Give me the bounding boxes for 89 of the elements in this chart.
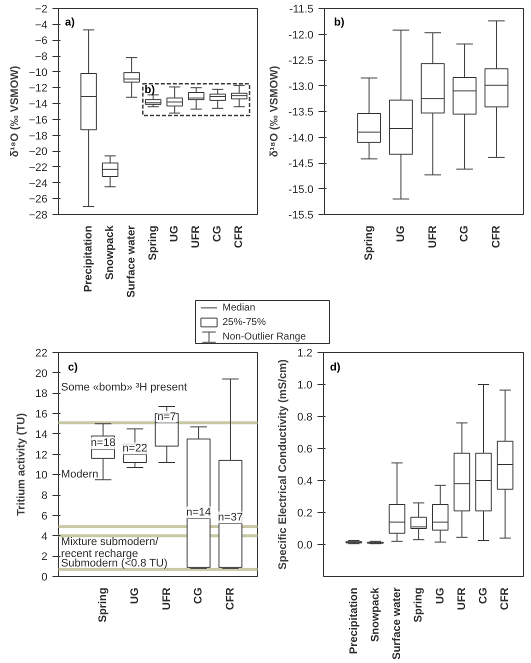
y-tick-label: 0.6 [297, 444, 313, 456]
annotation: Modern [61, 468, 98, 481]
y-tick-label: -13.0 [288, 80, 314, 93]
annotation: n=22 [122, 442, 148, 454]
y-tick-label: −22 [28, 162, 48, 174]
y-tick-label: 20 [35, 368, 48, 380]
x-tick-label: UG [394, 226, 407, 242]
text: 25%-75% [222, 317, 266, 328]
x-tick-label: Snowpack [369, 586, 382, 642]
y-axis-title: δ¹⁸O (‰ VSMOW) [8, 66, 21, 158]
y-tick-label: −10 [28, 66, 48, 79]
y-tick-label: −4 [34, 19, 48, 32]
x-tick-label: Spring [147, 225, 160, 260]
x-tick-label: CG [478, 588, 490, 604]
x-tick-label: Surface water [391, 586, 404, 660]
text: c) [68, 361, 78, 374]
y-tick-label: 22 [35, 348, 48, 360]
y-tick-label: −20 [28, 146, 48, 158]
x-tick-label: UFR [426, 225, 439, 248]
x-tick-label: Precipitation [82, 225, 95, 292]
x-tick-label: UFR [190, 225, 202, 248]
y-tick-label: −24 [28, 178, 48, 190]
y-tick-label: −6 [34, 35, 48, 48]
x-tick-label: CFR [499, 587, 512, 610]
annotation: Mixture submodern/ recent recharge [61, 536, 160, 560]
annotation: Some «bomb» ³H present [61, 382, 187, 394]
y-tick-label: 16 [35, 408, 48, 421]
x-tick-label: CG [192, 588, 205, 604]
text: d) [330, 361, 341, 374]
y-tick-label: 10 [35, 470, 48, 482]
y-axis-title: δ¹⁸O (‰ VSMOW) [268, 66, 280, 158]
y-tick-label: 0 [41, 572, 48, 584]
y-tick-label: 0.8 [297, 412, 313, 424]
y-tick-label: −16 [28, 114, 48, 126]
x-tick-label: UG [434, 588, 446, 604]
x-tick-label: Snowpack [104, 224, 116, 280]
y-tick-label: 4 [41, 530, 48, 543]
y-tick-label: −14 [28, 98, 48, 111]
y-tick-label: −8 [34, 51, 48, 64]
y-tick-label: −26 [28, 194, 48, 206]
y-axis-title: Tritium activity (TU) [15, 412, 28, 516]
x-tick-label: Spring [97, 587, 110, 622]
text: a) [64, 16, 76, 29]
x-tick-label: CG [212, 226, 224, 242]
y-tick-label: −18 [28, 130, 48, 142]
x-tick-label: CG [458, 226, 471, 242]
y-tick-label: 12 [35, 449, 48, 462]
annotation: n=37 [218, 512, 243, 524]
x-tick-label: CFR [224, 587, 236, 610]
annotation: Submodern (<0.8 TU) [61, 557, 168, 570]
y-tick-label: 0.4 [297, 476, 313, 488]
y-tick-label: -15.5 [288, 210, 314, 222]
y-tick-label: -13.5 [288, 106, 314, 118]
x-tick-label: CFR [490, 225, 502, 248]
y-tick-label: 1.0 [297, 380, 313, 392]
y-tick-label: 8 [41, 490, 48, 502]
y-tick-label: -11.5 [289, 4, 314, 16]
annotation: n=7 [157, 410, 176, 423]
text: b) [334, 16, 345, 29]
text: Median [222, 302, 256, 314]
annotation: b) [144, 84, 156, 96]
y-tick-label: 6 [41, 510, 48, 522]
x-tick-label: Spring [363, 225, 376, 260]
y-tick-label: -12.0 [288, 29, 314, 42]
x-tick-label: Precipitation [348, 587, 360, 654]
y-tick-label: -14.5 [288, 158, 314, 170]
x-tick-label: CFR [233, 225, 246, 248]
annotation: n=14 [186, 506, 211, 518]
x-tick-label: UG [128, 588, 141, 604]
x-tick-label: UFR [456, 587, 468, 610]
y-tick-label: 18 [35, 388, 48, 400]
y-tick-label: 0.0 [297, 540, 313, 552]
y-tick-label: 1.2 [297, 348, 313, 360]
x-tick-label: Spring [412, 587, 425, 622]
x-tick-label: UG [168, 226, 181, 242]
x-tick-label: Surface water [126, 224, 138, 298]
y-tick-label: −28 [28, 210, 48, 222]
y-tick-label: 14 [35, 428, 48, 441]
y-axis-title: Specific Electrical Conductivity (mS/cm) [277, 359, 290, 570]
x-tick-label: UFR [160, 587, 173, 610]
y-tick-label: −2 [34, 4, 48, 16]
y-tick-label: -14.0 [288, 132, 314, 144]
y-tick-label: 0.2 [297, 508, 313, 520]
annotation: n=18 [90, 437, 116, 450]
y-tick-label: -12.5 [288, 55, 314, 67]
text: Non-Outlier Range [222, 332, 306, 343]
y-tick-label: -15.0 [288, 184, 314, 196]
y-tick-label: −12 [28, 82, 48, 95]
y-tick-label: 2 [41, 551, 48, 564]
